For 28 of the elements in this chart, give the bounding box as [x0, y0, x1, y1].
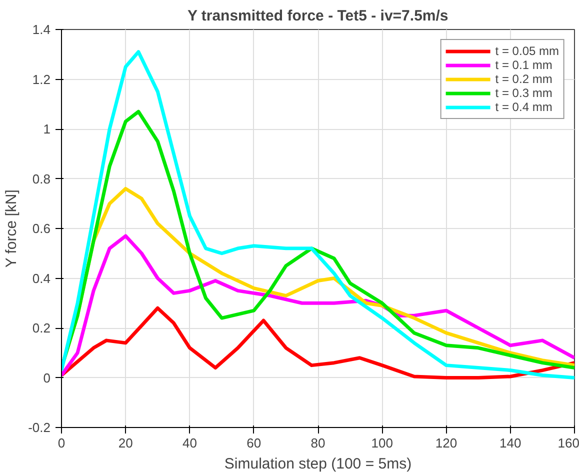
y-tick-label: 0.4	[32, 270, 51, 286]
legend-label: t = 0.2 mm	[495, 72, 552, 86]
chart-title: Y transmitted force - Tet5 - iv=7.5m/s	[187, 8, 448, 24]
y-tick-label: 0.8	[32, 171, 51, 186]
y-tick-label: -0.2	[28, 420, 51, 435]
y-axis-title: Y force [kN]	[3, 190, 20, 268]
x-tick-label: 40	[182, 436, 197, 450]
legend-label: t = 0.05 mm	[495, 44, 559, 58]
y-tick-label: 0.6	[32, 221, 51, 236]
x-tick-label: 120	[435, 436, 458, 450]
x-tick-label: 20	[118, 436, 133, 450]
x-tick-label: 100	[371, 436, 393, 450]
line-series	[62, 306, 574, 380]
y-tick-label: 0	[43, 370, 51, 386]
y-tick-label: 1.4	[32, 22, 51, 37]
x-tick-label: 0	[58, 436, 66, 450]
line-series	[62, 234, 574, 378]
x-tick-label: 160	[558, 436, 579, 450]
legend-label: t = 0.1 mm	[495, 58, 552, 72]
y-tick-label: 1.2	[32, 72, 51, 87]
x-tick-label: 80	[310, 436, 326, 450]
y-tick-label: 1	[43, 122, 51, 136]
legend-label: t = 0.3 mm	[495, 86, 552, 100]
x-tick-label: 140	[500, 436, 522, 450]
x-axis-title: Simulation step (100 = 5ms)	[224, 456, 412, 472]
legend-label: t = 0.4 mm	[495, 100, 552, 114]
x-tick-label: 60	[246, 436, 262, 450]
y-tick-label: 0.2	[32, 320, 51, 336]
